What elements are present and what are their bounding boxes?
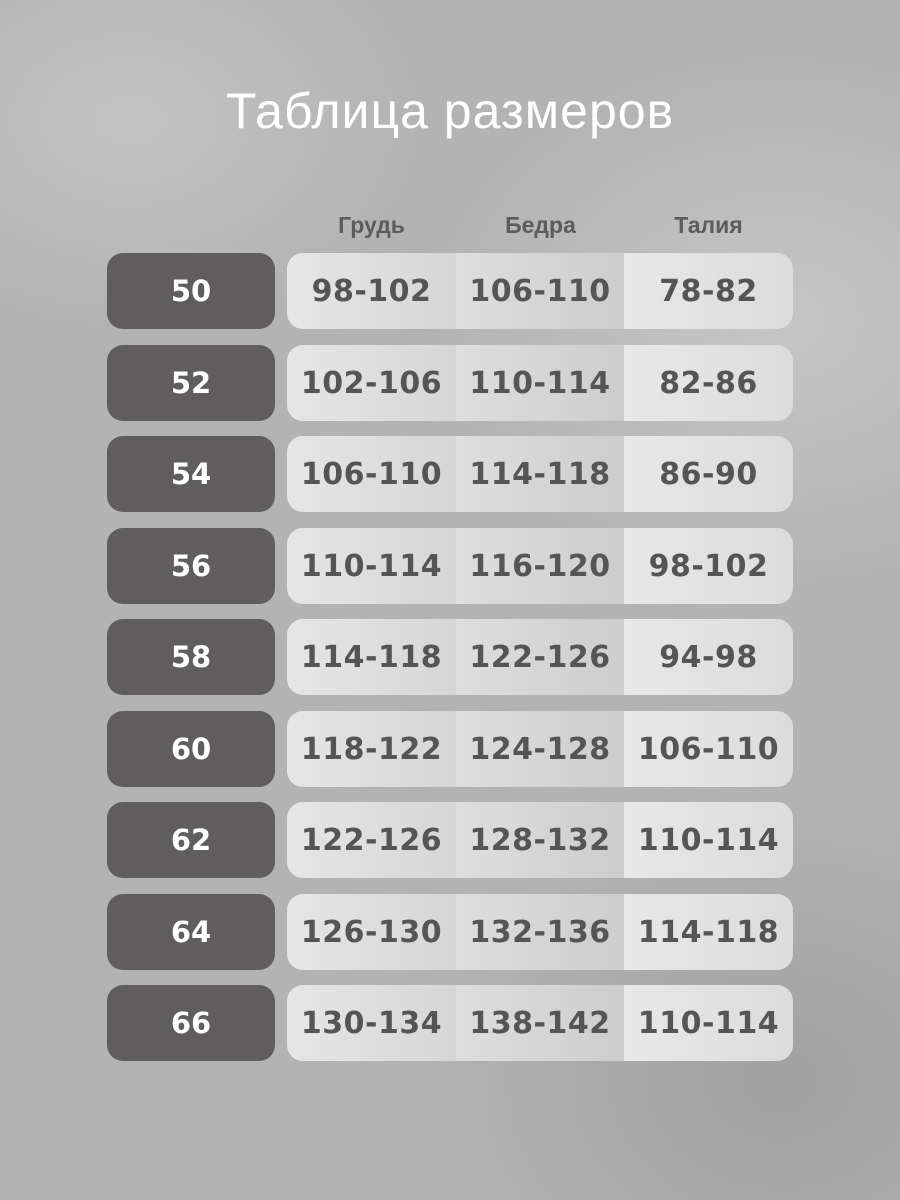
measurement-cell: 118-122 [287, 711, 456, 787]
title: Таблица размеров [225, 83, 675, 139]
measurement-cell: 126-130 [287, 894, 456, 970]
measurement-row: 122-126 128-132 110-114 [287, 802, 793, 878]
column-header: Бедра [505, 212, 576, 238]
measurement-cell: 110-114 [624, 802, 793, 878]
measurement-cell: 114-118 [287, 619, 456, 695]
measurement-row: 118-122 124-128 106-110 [287, 711, 793, 787]
measurement-cell: 128-132 [456, 802, 624, 878]
measurement-cell: 116-120 [456, 528, 624, 604]
column-header: Грудь [338, 212, 405, 238]
measurement-cell: 110-114 [456, 345, 624, 421]
measurement-cell: 114-118 [456, 436, 624, 512]
size-label: 64 [107, 894, 275, 970]
measurement-cell: 122-126 [456, 619, 624, 695]
measurement-row: 98-102 106-110 78-82 [287, 253, 793, 329]
measurement-row: 126-130 132-136 114-118 [287, 894, 793, 970]
measurement-cell: 110-114 [287, 528, 456, 604]
measurement-row: 110-114 116-120 98-102 [287, 528, 793, 604]
measurement-cell: 122-126 [287, 802, 456, 878]
measurement-cell: 82-86 [624, 345, 793, 421]
measurement-row: 106-110 114-118 86-90 [287, 436, 793, 512]
size-label: 60 [107, 711, 275, 787]
measurement-cell: 114-118 [624, 894, 793, 970]
size-label: 50 [107, 253, 275, 329]
measurement-cell: 106-110 [624, 711, 793, 787]
measurement-cell: 138-142 [456, 985, 624, 1061]
measurement-cell: 130-134 [287, 985, 456, 1061]
size-label: 56 [107, 528, 275, 604]
measurement-row: 114-118 122-126 94-98 [287, 619, 793, 695]
measurement-cell: 78-82 [624, 253, 793, 329]
measurement-cell: 98-102 [624, 528, 793, 604]
size-label: 54 [107, 436, 275, 512]
measurement-cell: 94-98 [624, 619, 793, 695]
measurement-cell: 86-90 [624, 436, 793, 512]
measurement-cell: 132-136 [456, 894, 624, 970]
size-label: 62 [107, 802, 275, 878]
size-label: 52 [107, 345, 275, 421]
size-label: 66 [107, 985, 275, 1061]
measurement-row: 102-106 110-114 82-86 [287, 345, 793, 421]
measurement-cell: 124-128 [456, 711, 624, 787]
size-label: 58 [107, 619, 275, 695]
measurement-row: 130-134 138-142 110-114 [287, 985, 793, 1061]
measurement-cell: 110-114 [624, 985, 793, 1061]
measurement-cell: 106-110 [456, 253, 624, 329]
measurement-cell: 106-110 [287, 436, 456, 512]
column-header: Талия [674, 212, 743, 238]
measurement-cell: 102-106 [287, 345, 456, 421]
measurement-cell: 98-102 [287, 253, 456, 329]
